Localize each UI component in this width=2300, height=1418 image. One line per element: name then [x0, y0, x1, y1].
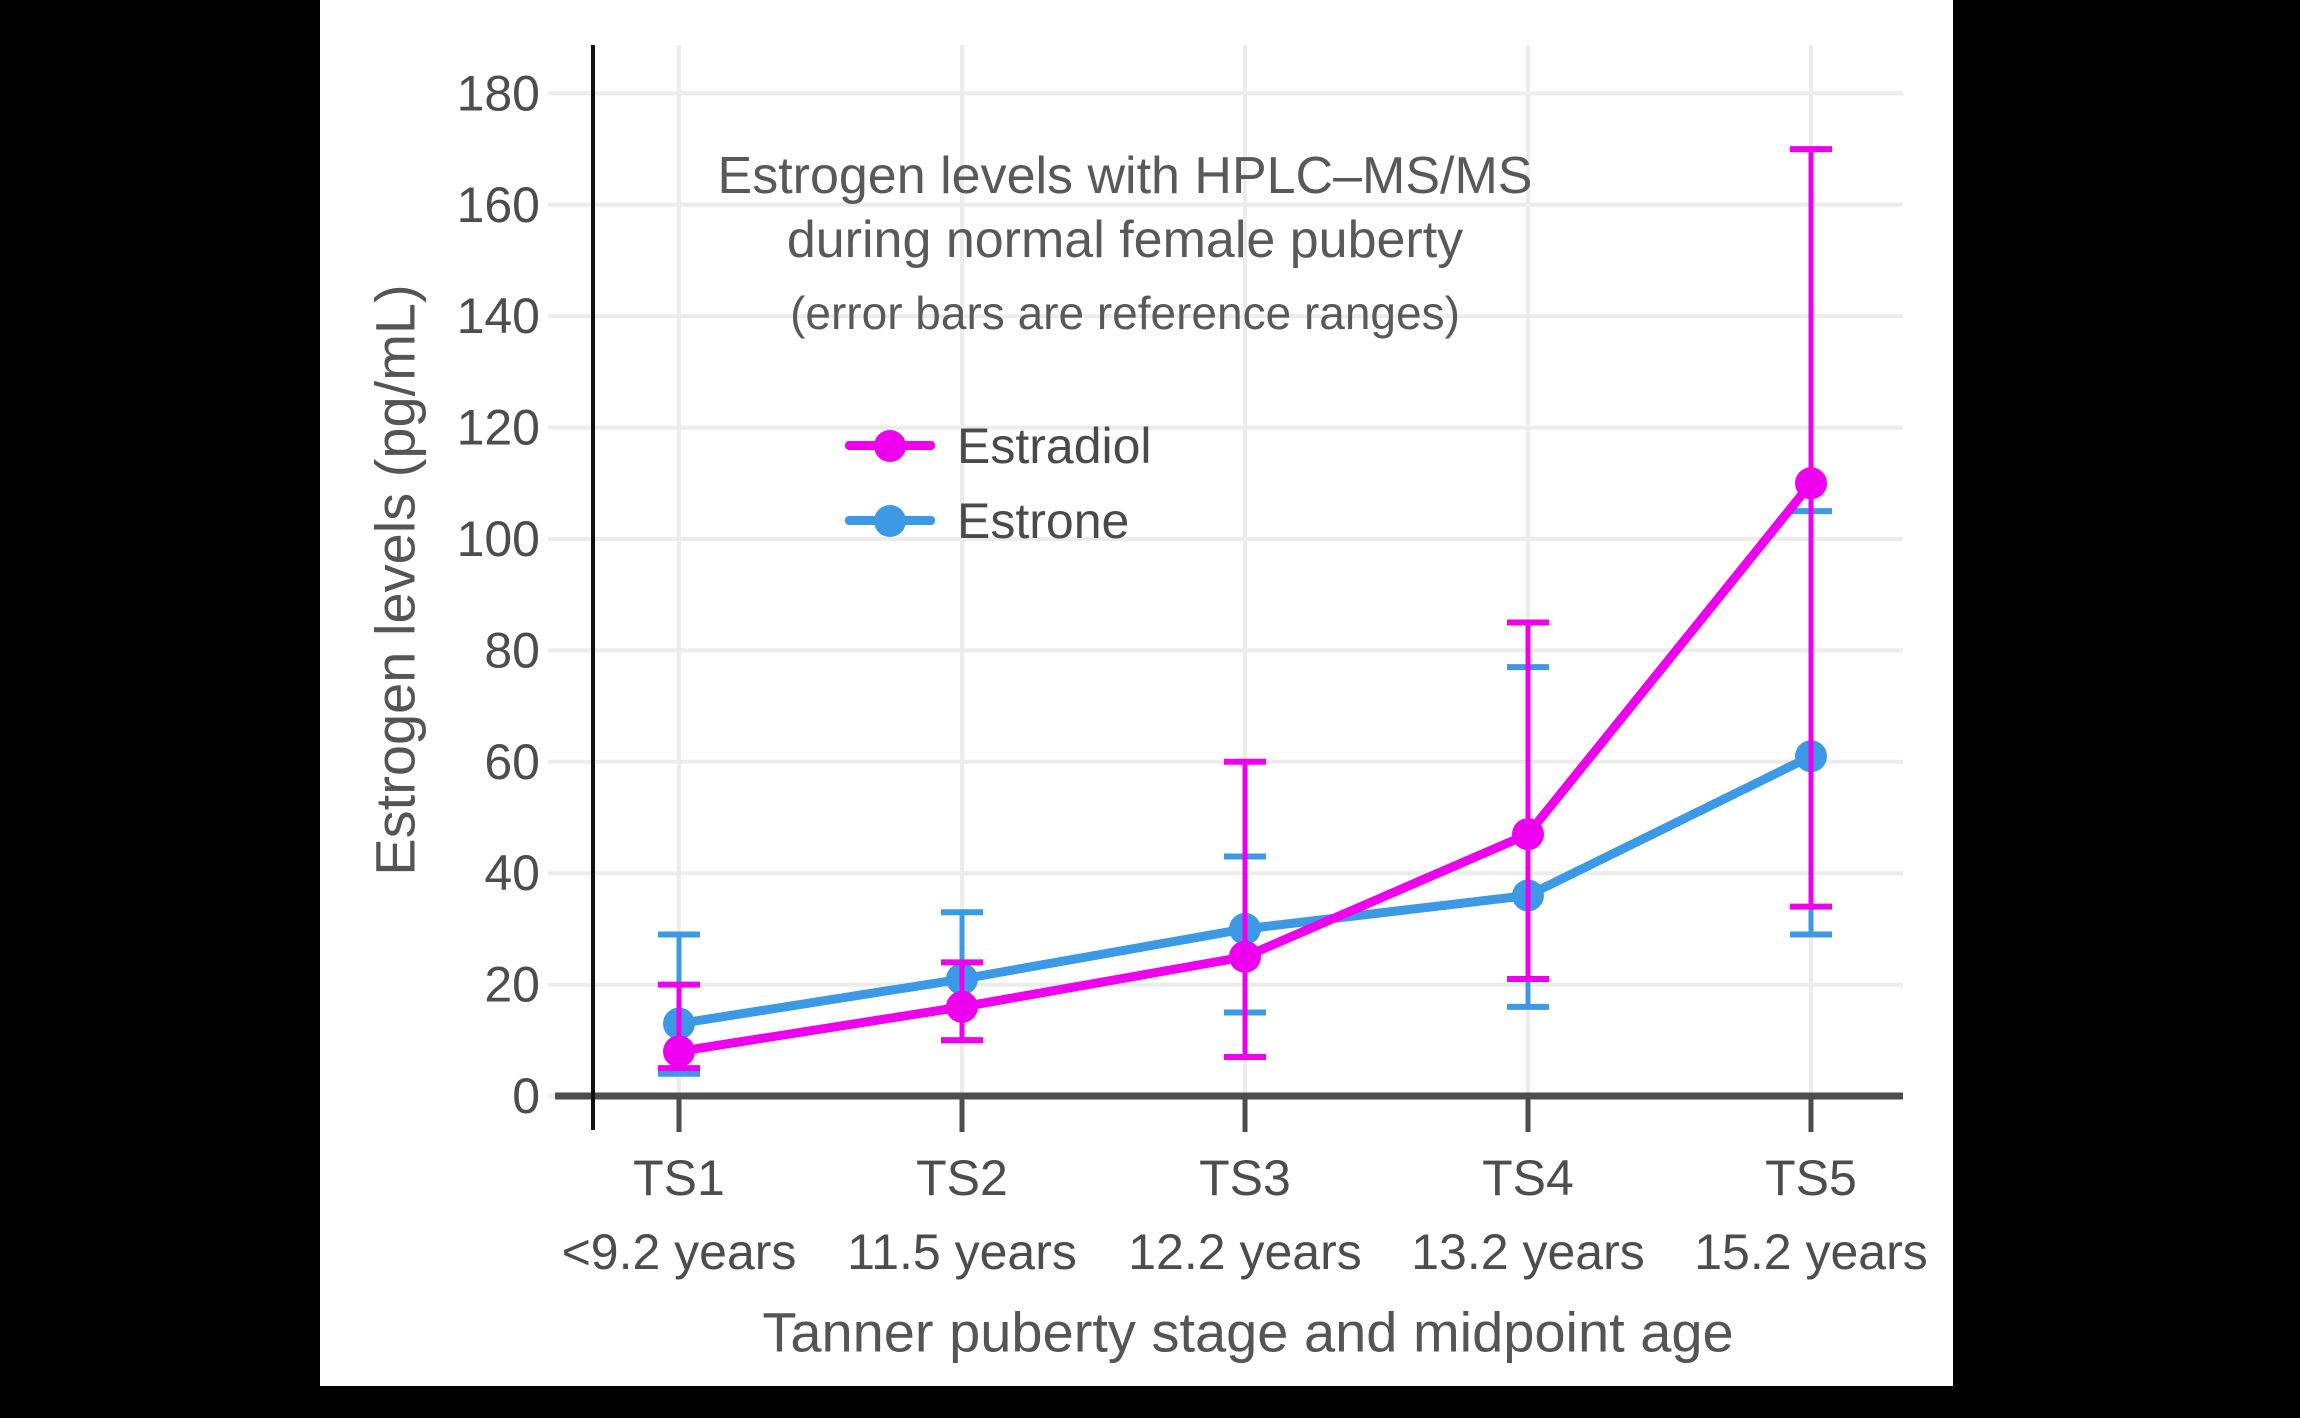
x-tick-label: TS5 — [1765, 1150, 1857, 1206]
y-tick-label: 160 — [457, 177, 540, 233]
marker-estradiol — [1229, 940, 1261, 973]
y-tick-label: 180 — [457, 65, 540, 121]
y-tick-label: 0 — [512, 1068, 540, 1124]
y-tick-label: 40 — [484, 845, 540, 901]
x-tick-label: TS4 — [1482, 1150, 1574, 1206]
marker-estradiol — [663, 1035, 695, 1068]
y-tick-label: 60 — [484, 734, 540, 790]
x-tick-label: TS1 — [633, 1150, 725, 1206]
y-tick-label: 20 — [484, 957, 540, 1013]
x-tick-sublabel: 11.5 years — [847, 1224, 1077, 1280]
y-tick-label: 80 — [484, 622, 540, 678]
marker-estradiol — [946, 990, 978, 1023]
y-tick-label: 120 — [457, 400, 540, 456]
x-tick-sublabel: 13.2 years — [1411, 1224, 1644, 1280]
x-tick-label: TS3 — [1199, 1150, 1291, 1206]
x-tick-sublabel: 12.2 years — [1128, 1224, 1361, 1280]
marker-estradiol — [1512, 818, 1544, 851]
x-tick-sublabel: <9.2 years — [562, 1224, 797, 1280]
y-tick-label: 140 — [457, 288, 540, 344]
y-tick-label: 100 — [457, 511, 540, 567]
x-tick-label: TS2 — [916, 1150, 1008, 1206]
marker-estradiol — [1795, 467, 1827, 500]
x-tick-sublabel: 15.2 years — [1694, 1224, 1927, 1280]
